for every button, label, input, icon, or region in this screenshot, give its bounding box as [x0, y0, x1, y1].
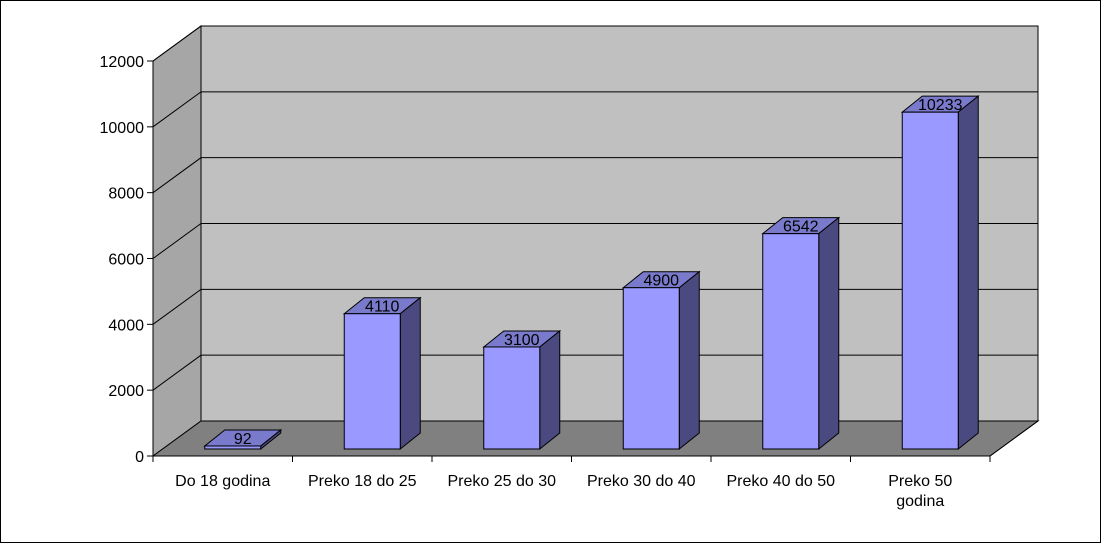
y-tick-label: 12000 — [100, 54, 145, 71]
bar-side — [678, 270, 700, 451]
x-tick-label: Preko 18 do 25 — [308, 473, 417, 490]
x-tick-label-line: Preko 18 do 25 — [308, 473, 417, 490]
bar — [482, 329, 562, 451]
bar-front — [343, 313, 401, 450]
y-tick-labels: 0 2000 4000 6000 8000 10000 12000 — [100, 54, 145, 466]
bars — [203, 95, 980, 451]
bar-front — [204, 445, 262, 450]
bar-front — [483, 346, 541, 450]
data-label: 6542 — [783, 219, 819, 236]
y-tick-label: 10000 — [100, 120, 145, 137]
bar-side — [539, 329, 561, 451]
bar-front — [762, 233, 820, 450]
x-tick-label: Do 18 godina — [175, 473, 270, 490]
data-label: 92 — [234, 431, 252, 448]
x-tick-labels: Do 18 godina Preko 18 do 25 Preko 25 do 30… — [175, 473, 952, 510]
bar — [761, 216, 841, 451]
x-tick-label: Preko 40 do 50 — [726, 473, 835, 490]
y-tick-label: 0 — [135, 449, 144, 466]
x-tick-label-line: Do 18 godina — [175, 473, 270, 490]
x-tick-label-line: godina — [896, 493, 944, 510]
y-tick-label: 2000 — [108, 383, 144, 400]
x-tick-label-line: Preko 30 do 40 — [587, 473, 696, 490]
x-tick-label-line: Preko 25 do 30 — [447, 473, 556, 490]
y-tick-label: 8000 — [108, 186, 144, 203]
data-label: 3100 — [504, 332, 540, 349]
x-tick-label-line: Preko 50 — [888, 473, 952, 490]
bar-side — [399, 296, 421, 451]
gridline — [152, 25, 1038, 62]
bar-side — [957, 95, 979, 451]
bar-side — [818, 216, 840, 451]
gridline — [152, 354, 1038, 391]
x-tick-label: Preko 50 godina — [888, 473, 952, 510]
bar-front — [622, 287, 680, 450]
x-tick-label: Preko 30 do 40 — [587, 473, 696, 490]
gridline — [152, 157, 1038, 194]
gridline — [152, 288, 1038, 325]
bar — [621, 270, 701, 451]
y-tick-label: 4000 — [108, 317, 144, 334]
y-tick-label: 6000 — [108, 252, 144, 269]
gridline — [152, 91, 1038, 128]
x-tick-label: Preko 25 do 30 — [447, 473, 556, 490]
bar — [203, 428, 283, 451]
data-labels: 92 4110 3100 4900 6542 10233 — [234, 97, 963, 448]
data-label: 10233 — [918, 97, 963, 114]
bar — [900, 95, 980, 451]
bar — [342, 296, 422, 451]
gridlines — [152, 25, 1038, 391]
gridline — [152, 223, 1038, 259]
x-tick-label-line: Preko 40 do 50 — [726, 473, 835, 490]
bar-front — [901, 111, 959, 450]
floor-edge — [989, 420, 1039, 457]
data-label: 4900 — [643, 273, 679, 290]
data-label: 4110 — [365, 299, 400, 316]
axes — [147, 60, 1039, 462]
